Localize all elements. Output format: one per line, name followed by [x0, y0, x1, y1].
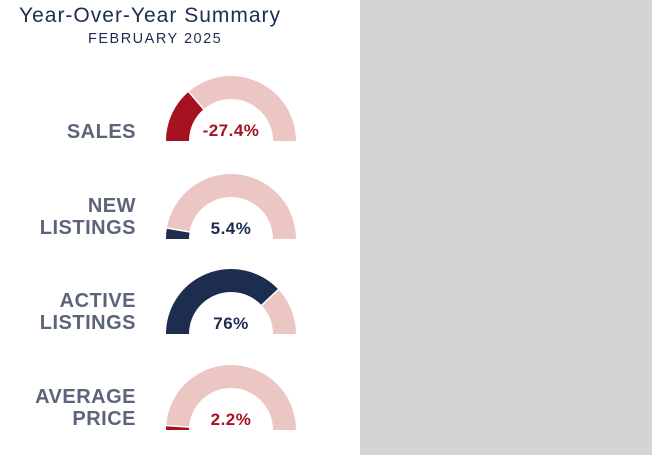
gauge-fill-active-listings [166, 268, 279, 334]
gauge-track-average-price [166, 365, 296, 430]
gauge-label-average-price: AVERAGE PRICE [35, 386, 136, 430]
gauge-value-sales: -27.4% [203, 121, 260, 140]
gauge-chart: -27.4% 5.4% 76% 2.2% [165, 76, 296, 430]
gauge-fill-sales [166, 91, 204, 141]
empty-area [360, 0, 652, 455]
gauge-value-new-listings: 5.4% [211, 219, 252, 238]
gauge-divider-average-price [165, 424, 191, 428]
summary-panel: Year-Over-Year Summary FEBRUARY 2025 SAL… [0, 0, 360, 455]
gauge-fill-new-listings [166, 228, 190, 239]
page-subtitle: FEBRUARY 2025 [88, 31, 223, 47]
gauge-label-new-listings: NEW LISTINGS [39, 195, 136, 239]
gauge-value-average-price: 2.2% [211, 410, 252, 429]
gauge-divider-new-listings [165, 227, 191, 233]
page-title: Year-Over-Year Summary [19, 4, 282, 27]
gauge-track-sales [166, 76, 296, 141]
gauge-value-active-listings: 76% [213, 314, 249, 333]
gauge-track-new-listings [166, 174, 296, 239]
gauge-divider-sales [187, 90, 205, 111]
gauge-divider-active-listings [260, 288, 280, 307]
gauge-label-sales: SALES [66, 121, 136, 143]
gauge-label-active-listings: ACTIVE LISTINGS [39, 290, 136, 334]
